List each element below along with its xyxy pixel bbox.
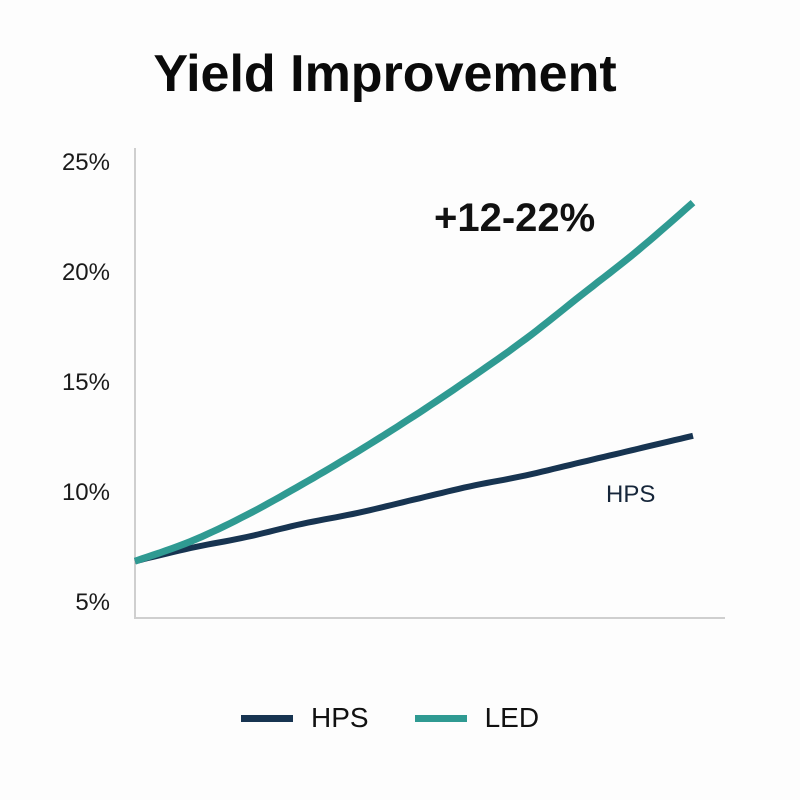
led-swatch-icon	[414, 714, 467, 722]
legend-item-hps: HPS	[241, 702, 369, 734]
legend-label-led: LED	[484, 702, 540, 733]
legend: HPS LED	[241, 702, 585, 734]
y-tick-20: 20%	[61, 259, 110, 286]
led-series-line	[133, 199, 696, 565]
hps-swatch-icon	[241, 714, 293, 722]
legend-item-led: LED	[414, 702, 540, 734]
hps-inline-label: HPS	[606, 481, 656, 508]
legend-label-hps: HPS	[311, 702, 369, 733]
y-tick-10: 10%	[61, 479, 110, 506]
y-tick-15: 15%	[61, 369, 110, 396]
y-tick-25: 25%	[61, 149, 110, 176]
improvement-annotation: +12-22%	[434, 196, 596, 240]
chart-title: Yield Improvement	[153, 45, 617, 103]
hps-series-line	[134, 432, 694, 565]
y-tick-5: 5%	[75, 589, 110, 616]
